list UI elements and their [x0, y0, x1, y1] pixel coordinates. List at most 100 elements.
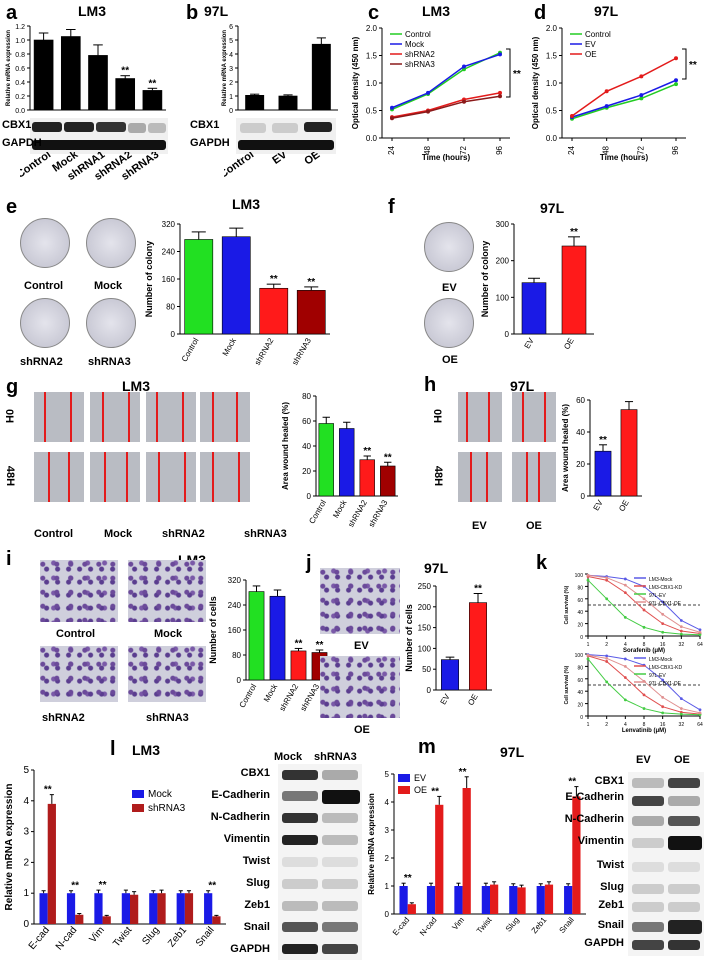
y-tick-label: 80 [577, 665, 583, 671]
i-img-mock [128, 560, 206, 622]
x-tick-label: 32 [679, 642, 685, 648]
legend-label: EV [585, 40, 596, 49]
x-tick-label: 24 [567, 145, 576, 154]
y-tick-label: 0.5 [366, 107, 378, 116]
dish-e-control [20, 218, 70, 268]
g-col-3: shRNA3 [244, 528, 287, 540]
x-tick-label: E-cad [27, 925, 52, 952]
data-point [623, 676, 627, 679]
h-img [458, 452, 502, 502]
data-point [586, 657, 590, 661]
legend-label: EV [414, 773, 426, 783]
i-label-1: Mock [154, 628, 183, 640]
dish-e-label-1: Mock [94, 280, 123, 292]
j-label-0: EV [354, 640, 369, 652]
y-tick-label: 100 [575, 573, 584, 579]
significance-mark: ** [307, 277, 315, 288]
y-tick-label: 3 [23, 827, 29, 838]
x-axis-label: Lenvatinib (μM) [622, 728, 666, 734]
data-point [679, 619, 683, 622]
y-axis-label: Cell survival (%) [564, 665, 570, 704]
data-point [498, 90, 502, 95]
legend-label: 97L-EV [649, 593, 666, 599]
x-tick-label: Mock [331, 498, 349, 520]
bar [469, 602, 487, 691]
y-tick-label: 40 [576, 428, 585, 437]
y-tick-label: 160 [162, 275, 176, 284]
l-blot-label: CBX1 [240, 767, 270, 779]
y-tick-label: 60 [577, 598, 583, 604]
g-img [90, 392, 140, 442]
panel-j-title: 97L [424, 560, 449, 576]
y-tick-label: 100 [575, 653, 584, 659]
bar [426, 886, 436, 914]
data-point [674, 56, 678, 61]
data-point [642, 608, 646, 612]
bar [157, 893, 166, 924]
bar [454, 886, 463, 914]
y-tick-label: 200 [496, 257, 510, 266]
bar [33, 39, 54, 111]
significance-mark: ** [513, 69, 521, 80]
data-point [623, 665, 627, 668]
data-point [642, 707, 646, 710]
x-tick-label: 72 [636, 145, 645, 154]
j-img-ev [320, 568, 400, 634]
y-tick-label: 1.0 [366, 79, 378, 88]
x-tick-label: EV [439, 692, 452, 706]
significance-bracket [682, 48, 687, 80]
significance-mark: ** [316, 640, 324, 651]
panel-f-chart: 0 100 200 300 Number of colony EV ** OE [480, 220, 594, 352]
bar [184, 239, 214, 335]
bar [490, 884, 499, 914]
y-tick-label: 0 [505, 330, 510, 339]
dish-f-label-0: EV [442, 282, 457, 294]
data-point [679, 707, 683, 710]
l-blot-label: E-Cadherin [211, 789, 270, 801]
bar [290, 650, 307, 681]
l-blot-label: Slug [246, 877, 270, 889]
data-point [570, 114, 574, 118]
panel-label-f: f [388, 196, 395, 218]
x-tick-label: N-cad [54, 925, 80, 953]
y-tick-label: 1 [229, 94, 233, 101]
data-point [674, 82, 678, 87]
x-tick-label: Vim [450, 915, 466, 931]
data-point [498, 94, 502, 99]
y-tick-label: 1.0 [15, 38, 25, 45]
y-tick-label: 0.4 [15, 80, 25, 87]
legend-label: Mock [148, 789, 173, 800]
y-axis-label: Relative mRNA expression [367, 793, 376, 895]
x-tick-label: OE [562, 337, 576, 352]
panel-k1-chart: 0 20 40 60 80 100 1 2 4 8 16 32 64 Cell survival (%) S… [564, 573, 703, 654]
bar [88, 55, 108, 111]
x-tick-label: EV [592, 498, 605, 512]
x-tick-label: OE [617, 499, 631, 514]
data-point [679, 712, 683, 716]
y-tick-label: 150 [418, 624, 432, 633]
x-tick-label: 96 [495, 145, 504, 154]
bar [248, 591, 265, 681]
data-point [661, 696, 665, 699]
x-tick-label: Slug [140, 925, 161, 947]
panel-b-title: 97L [204, 3, 229, 19]
panel-m-title: 97L [500, 744, 525, 760]
bar [130, 894, 139, 924]
data-point [605, 660, 609, 663]
bar [296, 290, 326, 335]
m-blot-label: CBX1 [594, 775, 624, 787]
legend-label: LM3-Mock [649, 577, 673, 583]
data-point [605, 680, 609, 684]
y-tick-label: 300 [496, 220, 510, 229]
data-point [698, 630, 702, 634]
data-point [639, 96, 644, 101]
y-axis-label: Number of cells [208, 596, 218, 664]
data-point [698, 711, 702, 715]
panel-c-title: LM3 [422, 3, 450, 19]
y-tick-label: 80 [232, 651, 241, 660]
legend-label: 97L-EV [649, 673, 666, 679]
significance-mark: ** [270, 274, 278, 285]
legend-label: shRNA2 [405, 50, 435, 59]
l-blot-label: Vimentin [223, 833, 270, 845]
